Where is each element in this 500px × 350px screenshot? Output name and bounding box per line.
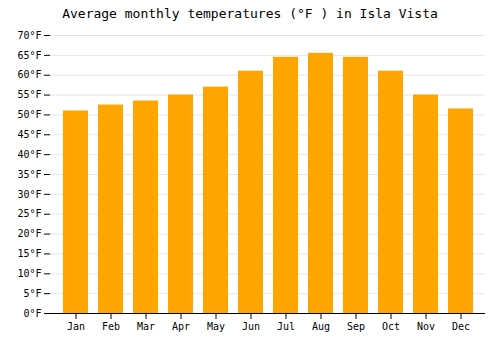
- svg-text:45°F: 45°F: [17, 129, 41, 140]
- svg-text:60°F: 60°F: [17, 69, 41, 80]
- svg-text:20°F: 20°F: [17, 228, 41, 239]
- svg-text:Oct: Oct: [382, 321, 400, 332]
- svg-text:Apr: Apr: [172, 321, 190, 332]
- svg-text:Jun: Jun: [242, 321, 260, 332]
- svg-text:Jul: Jul: [277, 321, 295, 332]
- svg-text:May: May: [207, 321, 225, 332]
- svg-text:50°F: 50°F: [17, 109, 41, 120]
- svg-text:5°F: 5°F: [23, 288, 41, 299]
- svg-text:55°F: 55°F: [17, 89, 41, 100]
- svg-text:15°F: 15°F: [17, 248, 41, 259]
- svg-text:40°F: 40°F: [17, 149, 41, 160]
- svg-text:Dec: Dec: [452, 321, 470, 332]
- svg-text:Aug: Aug: [312, 321, 330, 332]
- svg-text:25°F: 25°F: [17, 208, 41, 219]
- html-text:Average monthly temperatures (: Average monthly temperatures (°F ) in Is…: [62, 6, 438, 21]
- svg-text:70°F: 70°F: [17, 30, 41, 41]
- svg-text:Feb: Feb: [102, 321, 120, 332]
- svg-text:Jan: Jan: [67, 321, 85, 332]
- svg-text:65°F: 65°F: [17, 50, 41, 61]
- svg-text:0°F: 0°F: [23, 308, 41, 319]
- svg-text:10°F: 10°F: [17, 268, 41, 279]
- svg-text:30°F: 30°F: [17, 189, 41, 200]
- svg-text:Mar: Mar: [137, 321, 155, 332]
- svg-text:Nov: Nov: [417, 321, 435, 332]
- svg-text:Sep: Sep: [347, 321, 365, 332]
- svg-text:35°F: 35°F: [17, 169, 41, 180]
